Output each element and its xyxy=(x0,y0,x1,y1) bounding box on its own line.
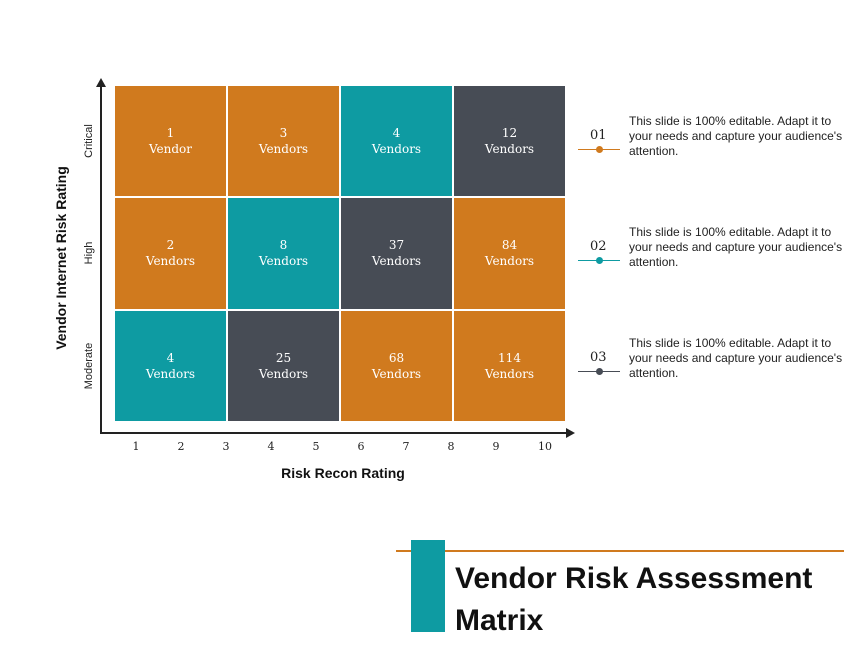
row-label-text: Critical xyxy=(83,124,95,158)
x-tick: 6 xyxy=(357,440,365,453)
x-tick: 1 xyxy=(132,440,140,453)
cell-label: Vendors xyxy=(145,254,196,269)
row-label-text: Moderate xyxy=(83,342,95,390)
x-tick: 5 xyxy=(312,440,320,453)
cell-count: 25 xyxy=(275,350,292,365)
note-text: This slide is 100% editable. Adapt it to… xyxy=(629,114,843,158)
page-title: Vendor Risk Assessment Matrix xyxy=(455,562,813,637)
cell-high-2: 8 Vendors xyxy=(227,197,340,310)
x-axis-title: Risk Recon Rating xyxy=(281,465,405,481)
note-number: 03 xyxy=(590,350,607,365)
cell-count: 114 xyxy=(498,350,521,365)
cell-moderate-3: 68 Vendors xyxy=(340,309,453,422)
x-tick: 4 xyxy=(267,440,275,453)
cell-count: 68 xyxy=(388,350,405,365)
cell-count: 3 xyxy=(279,126,288,141)
y-axis-arrow xyxy=(96,78,106,87)
x-tick: 9 xyxy=(492,440,500,453)
cell-critical-2: 3 Vendors xyxy=(227,85,340,198)
x-tick: 3 xyxy=(222,440,230,453)
y-axis-title-text: Vendor Internet Risk Rating xyxy=(53,166,69,350)
cell-count: 4 xyxy=(392,126,401,141)
cell-count: 1 xyxy=(166,126,175,141)
cell-high-3: 37 Vendors xyxy=(340,197,453,310)
y-axis-line xyxy=(100,85,102,433)
cell-count: 2 xyxy=(166,238,175,253)
risk-matrix: 1 Vendor 3 Vendors 4 Vendors 12 Vendors … xyxy=(114,85,566,422)
cell-moderate-2: 25 Vendors xyxy=(227,309,340,422)
cell-label: Vendors xyxy=(258,142,309,157)
row-label-text: High xyxy=(83,241,95,265)
cell-label: Vendor xyxy=(148,142,193,157)
x-tick: 10 xyxy=(538,440,552,453)
note-text: This slide is 100% editable. Adapt it to… xyxy=(629,225,843,269)
x-axis-line xyxy=(100,432,566,434)
cell-label: Vendors xyxy=(484,366,535,381)
note-number: 02 xyxy=(590,239,607,254)
note-dot-icon xyxy=(596,257,603,264)
cell-label: Vendors xyxy=(371,366,422,381)
cell-high-4: 84 Vendors xyxy=(453,197,566,310)
cell-critical-3: 4 Vendors xyxy=(340,85,453,198)
x-tick: 2 xyxy=(177,440,185,453)
note-dot-icon xyxy=(596,146,603,153)
title-rule xyxy=(396,550,844,552)
cell-label: Vendors xyxy=(371,142,422,157)
cell-count: 4 xyxy=(166,350,175,365)
note-number: 01 xyxy=(590,128,607,143)
cell-label: Vendors xyxy=(258,366,309,381)
cell-label: Vendors xyxy=(484,254,535,269)
cell-count: 84 xyxy=(501,238,518,253)
cell-count: 12 xyxy=(501,126,518,141)
x-axis-arrow xyxy=(566,428,575,438)
cell-label: Vendors xyxy=(484,142,535,157)
title-accent-bar xyxy=(411,540,445,632)
cell-count: 37 xyxy=(388,238,405,253)
note-text: This slide is 100% editable. Adapt it to… xyxy=(629,336,843,380)
cell-critical-4: 12 Vendors xyxy=(453,85,566,198)
cell-count: 8 xyxy=(279,238,288,253)
cell-label: Vendors xyxy=(371,254,422,269)
note-dot-icon xyxy=(596,368,603,375)
x-tick: 7 xyxy=(402,440,410,453)
cell-high-1: 2 Vendors xyxy=(114,197,227,310)
cell-moderate-1: 4 Vendors xyxy=(114,309,227,422)
x-tick: 8 xyxy=(447,440,455,453)
cell-label: Vendors xyxy=(145,366,196,381)
cell-moderate-4: 114 Vendors xyxy=(453,309,566,422)
cell-critical-1: 1 Vendor xyxy=(114,85,227,198)
cell-label: Vendors xyxy=(258,254,309,269)
